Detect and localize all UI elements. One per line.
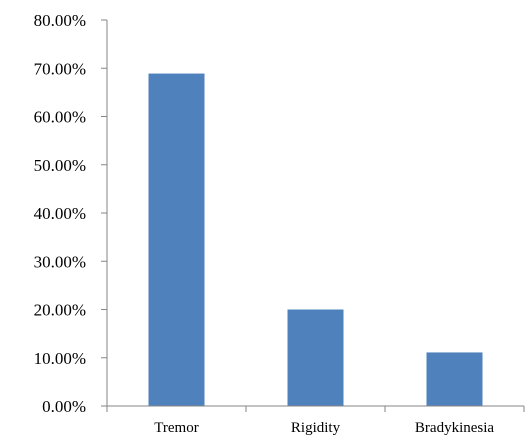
x-axis-category-labels: Tremor Rigidity Bradykinesia [154,420,494,436]
bar-bradykinesia [426,352,483,406]
y-tick-label: 50.00% [34,156,86,175]
y-axis-ticks [101,19,107,407]
x-axis-ticks [106,406,525,412]
y-tick-label: 60.00% [34,108,86,127]
x-category-label: Bradykinesia [415,420,494,436]
y-tick-label: 10.00% [34,349,86,368]
x-category-label: Rigidity [291,420,341,436]
y-tick-label: 80.00% [34,11,86,30]
y-tick-label: 70.00% [34,59,86,78]
bar-series [148,73,483,407]
y-axis-tick-labels: 0.00% 10.00% 20.00% 30.00% 40.00% 50.00% 60.00… [34,11,86,416]
y-tick-label: 20.00% [34,301,86,320]
y-tick-label: 40.00% [34,204,86,223]
y-tick-label: 0.00% [42,397,86,416]
x-category-label: Tremor [154,420,198,436]
y-tick-label: 30.00% [34,252,86,271]
bar-rigidity [287,309,344,406]
bar-tremor [148,73,205,407]
